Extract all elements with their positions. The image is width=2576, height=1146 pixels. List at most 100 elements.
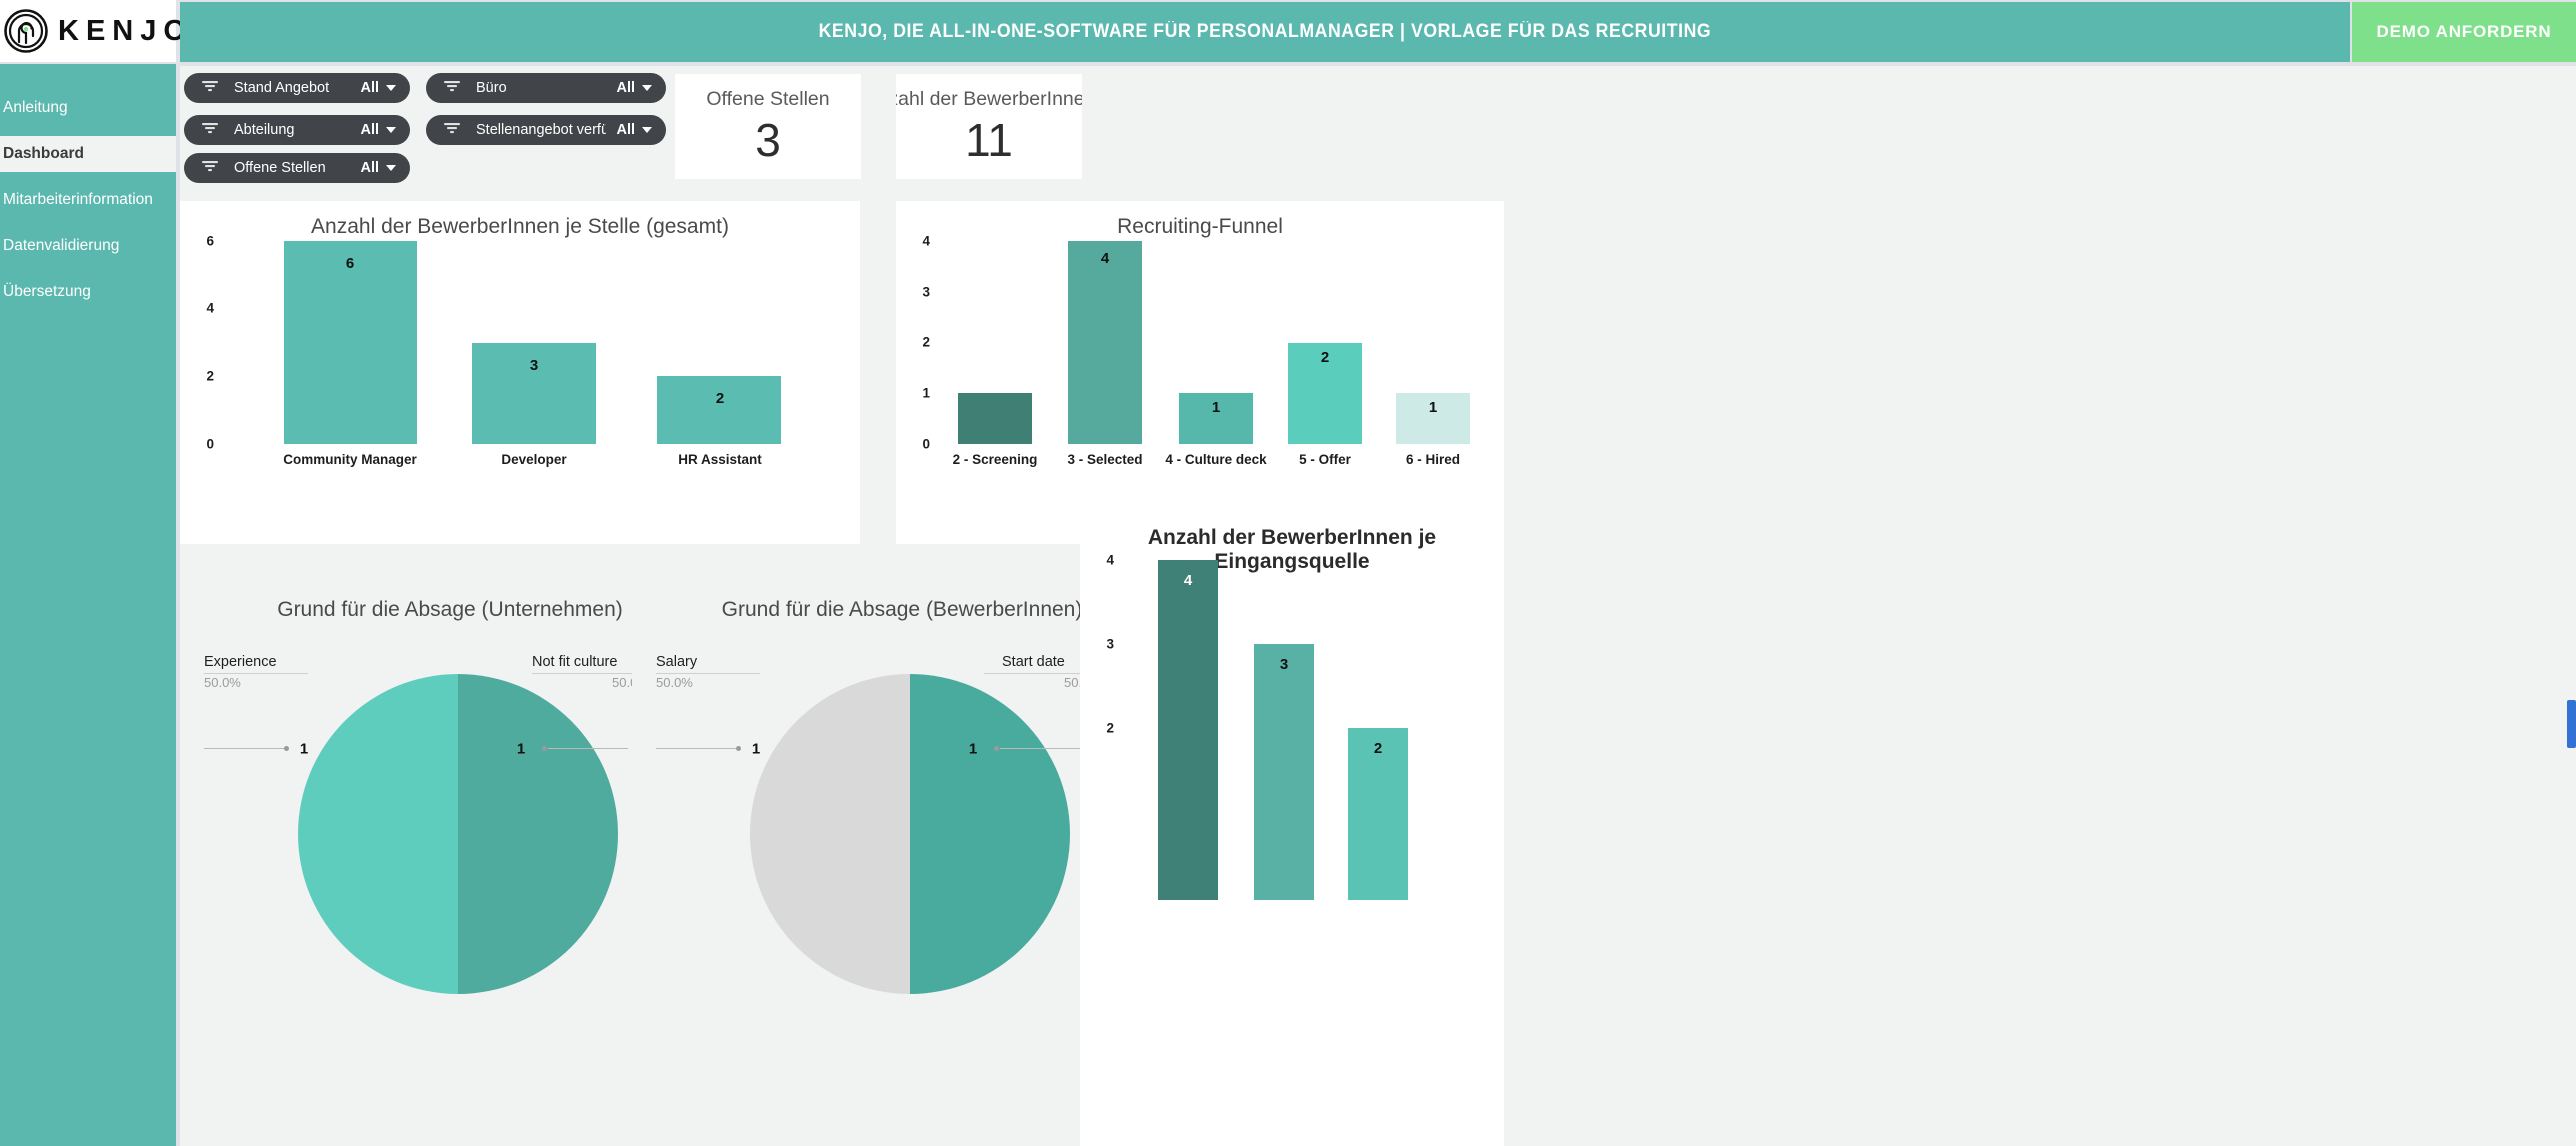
- kpi-value: 3: [755, 114, 781, 166]
- bar-value-label: 4: [1100, 250, 1110, 267]
- pie-value-not-fit-culture: 1: [516, 740, 526, 758]
- chevron-down-icon: [642, 127, 652, 133]
- pie-slice-start-date[interactable]: [910, 674, 1070, 994]
- pie-slice-not-fit-culture[interactable]: [458, 674, 618, 994]
- kpi-card-anzahl-bewerberinnen: Anzahl der BewerberInnen 11: [896, 74, 1082, 179]
- pie-label-not-fit-culture: Not fit culture: [532, 654, 618, 670]
- sidebar-item-label: Anleitung: [3, 99, 68, 116]
- bar-source-3[interactable]: [1348, 728, 1408, 900]
- sidebar-item-anleitung[interactable]: Anleitung: [0, 90, 176, 126]
- sidebar-item-datenvalidierung[interactable]: Datenvalidierung: [0, 228, 176, 264]
- callout-dot: [994, 746, 999, 751]
- y-axis-tick: 6: [206, 233, 214, 249]
- chart-title: Grund für die Absage (Unternehmen): [277, 598, 623, 621]
- filter-icon: [200, 76, 220, 100]
- x-axis-tick: 5 - Offer: [1299, 452, 1351, 467]
- banner-title: KENJO, DIE ALL-IN-ONE-SOFTWARE FÜR PERSO…: [818, 21, 1712, 42]
- kpi-value: 11: [965, 114, 1013, 166]
- sidebar-spacer-4: [0, 264, 176, 274]
- callout-rule: [984, 673, 1102, 674]
- callout-leader-line: [656, 748, 738, 749]
- filter-value: All: [360, 80, 379, 96]
- chart-panel-recruiting-funnel: Recruiting-Funnel 4 3 2 1 0 1 4 1 2: [896, 201, 1504, 544]
- filter-stellenangebot-verfuegbar[interactable]: Stellenangebot verfügb… All: [426, 115, 666, 145]
- filter-abteilung[interactable]: Abteilung All: [184, 115, 410, 145]
- callout-leader-line: [1000, 748, 1080, 749]
- chart-title: Recruiting-Funnel: [1117, 215, 1283, 238]
- filter-label: Abteilung: [234, 122, 295, 138]
- callout-dot: [542, 746, 547, 751]
- y-axis-tick: 2: [206, 368, 214, 384]
- y-axis-tick: 2: [1106, 720, 1114, 736]
- filter-stand-angebot[interactable]: Stand Angebot All: [184, 73, 410, 103]
- sidebar-item-dashboard[interactable]: Dashboard: [0, 136, 176, 172]
- bar-developer[interactable]: [472, 343, 596, 444]
- plot-area: 6 4 2 0 6 3 2 Community Manager Develope…: [180, 234, 860, 501]
- y-axis-tick: 3: [922, 284, 930, 300]
- chevron-down-icon: [642, 85, 652, 91]
- bar-3-selected[interactable]: [1068, 241, 1142, 444]
- vertical-scrollbar[interactable]: [2567, 700, 2576, 748]
- pie-slice-salary[interactable]: [750, 674, 910, 994]
- filter-value: All: [360, 160, 379, 176]
- pie-label-start-date: Start date: [1002, 654, 1065, 670]
- kenjo-wordmark: KENJO: [58, 14, 193, 47]
- sidebar-item-label: Übersetzung: [3, 283, 91, 300]
- filter-label: Offene Stellen: [234, 160, 326, 176]
- sidebar-spacer-1: [0, 126, 176, 136]
- y-axis-tick: 0: [206, 436, 214, 452]
- bar-6-hired[interactable]: [1396, 393, 1470, 444]
- x-axis-tick: 4 - Culture deck: [1165, 452, 1267, 467]
- filter-icon: [442, 118, 462, 142]
- chevron-down-icon: [386, 165, 396, 171]
- plot-area: 4 3 2 4 3 2: [1080, 553, 1504, 1146]
- bar-4-culture-deck[interactable]: [1179, 393, 1253, 444]
- bar-source-2[interactable]: [1254, 644, 1314, 900]
- promo-banner: KENJO, DIE ALL-IN-ONE-SOFTWARE FÜR PERSO…: [180, 2, 2350, 62]
- sidebar-spacer-2: [0, 172, 176, 182]
- filter-offene-stellen[interactable]: Offene Stellen All: [184, 153, 410, 183]
- pie-rejection-company: [298, 674, 618, 994]
- bar-source-1[interactable]: [1158, 560, 1218, 900]
- bar-hr-assistant[interactable]: [657, 376, 781, 444]
- bar-5-offer[interactable]: [1288, 343, 1362, 444]
- pie-label-salary: Salary: [656, 654, 698, 670]
- filter-label: Stellenangebot verfügb…: [476, 122, 607, 138]
- callout-dot: [284, 746, 289, 751]
- kpi-title: Offene Stellen: [706, 88, 830, 110]
- callout-rule: [532, 673, 650, 674]
- x-axis-tick: 2 - Screening: [952, 452, 1038, 467]
- sidebar-item-label: Mitarbeiterinformation: [3, 191, 153, 208]
- pie-label-experience: Experience: [204, 654, 277, 670]
- chevron-down-icon: [386, 85, 396, 91]
- pie-slice-experience[interactable]: [298, 674, 458, 994]
- filter-value: All: [360, 122, 379, 138]
- bars-container: 4 3 2: [1130, 560, 1504, 900]
- x-axis-tick: 3 - Selected: [1067, 452, 1143, 467]
- plot-area: 4 3 2 1 0 1 4 1 2 1 2 - Screening: [896, 234, 1504, 501]
- x-axis-tick: 6 - Hired: [1405, 452, 1461, 467]
- bar-value-label: 3: [1279, 656, 1289, 673]
- bar-2-screening[interactable]: [958, 393, 1032, 444]
- callout-rule: [204, 673, 308, 674]
- callout-dot: [736, 746, 741, 751]
- demo-request-button[interactable]: DEMO ANFORDERN: [2352, 2, 2576, 62]
- bar-value-label: 3: [529, 357, 539, 374]
- x-axis-tick: HR Assistant: [678, 452, 762, 467]
- filter-value: All: [616, 122, 635, 138]
- pie-rejection-candidate: [750, 674, 1070, 994]
- chart-panel-rejection-company: Grund für die Absage (Unternehmen) Exper…: [180, 576, 720, 1146]
- sidebar-item-mitarbeiterinformation[interactable]: Mitarbeiterinformation: [0, 182, 176, 218]
- bar-community-manager[interactable]: [284, 241, 417, 444]
- filter-buero[interactable]: Büro All: [426, 73, 666, 103]
- filter-icon: [442, 76, 462, 100]
- bar-value-label: 6: [345, 255, 355, 272]
- bar-value-label: 1: [990, 299, 1000, 316]
- y-axis-tick: 4: [1106, 552, 1114, 568]
- y-axis-tick: 2: [922, 334, 930, 350]
- filter-icon: [200, 118, 220, 142]
- sidebar-item-uebersetzung[interactable]: Übersetzung: [0, 274, 176, 310]
- bar-value-label: 1: [1211, 399, 1221, 416]
- x-axis-tick: Community Manager: [283, 452, 417, 467]
- filter-label: Büro: [476, 80, 507, 96]
